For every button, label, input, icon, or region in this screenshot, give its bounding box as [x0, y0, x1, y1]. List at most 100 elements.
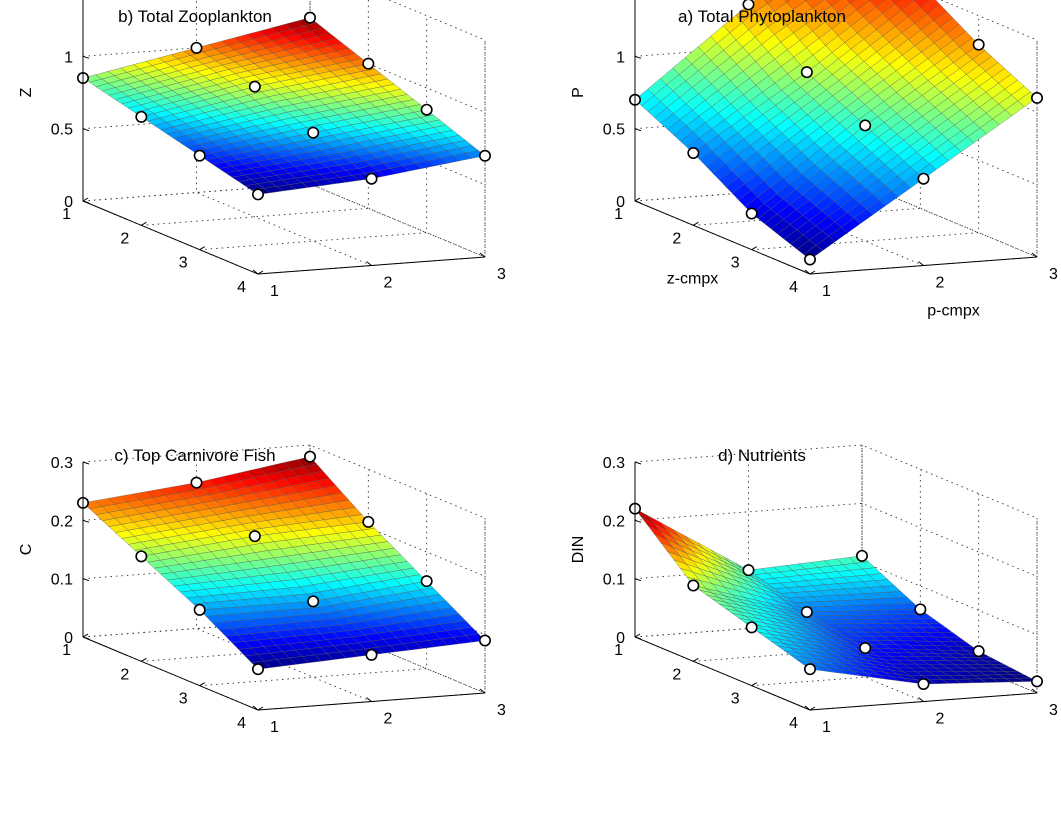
- z-tick: [82, 128, 90, 132]
- data-point: [1031, 675, 1044, 688]
- x-tick-label: 2: [120, 230, 129, 247]
- z-tick-label: 0.3: [603, 455, 625, 472]
- x-tick: [199, 682, 205, 687]
- data-point: [248, 530, 261, 543]
- x-tick-label: 2: [120, 666, 129, 683]
- surface-d: [634, 508, 1038, 685]
- y-tick: [252, 269, 259, 275]
- markers-c: [77, 450, 491, 676]
- z-tick-label: 0.2: [51, 513, 73, 530]
- x-tick-label: 4: [237, 279, 246, 296]
- x-tick: [751, 246, 757, 251]
- z-tick-label: 0.1: [603, 572, 625, 589]
- y-tick-label: 2: [384, 275, 393, 292]
- x-tick-label: 1: [614, 642, 623, 659]
- y-tick-label: 3: [1049, 266, 1058, 283]
- x-tick: [257, 706, 264, 711]
- x-axis-label: z-cmpx: [667, 271, 719, 288]
- y-tick: [918, 261, 924, 266]
- z-axis-label: DIN: [570, 536, 587, 564]
- surface-cell: [805, 0, 824, 9]
- z-tick-label: 1: [616, 49, 625, 66]
- x-tick: [809, 706, 816, 711]
- x-tick-label: 1: [62, 642, 71, 659]
- surface-cell: [913, 0, 931, 8]
- markers-d: [628, 502, 1044, 690]
- x-tick-label: 2: [672, 666, 681, 683]
- x-tick-label: 4: [789, 279, 798, 296]
- surface-b: [82, 17, 486, 195]
- z-tick: [634, 55, 642, 59]
- data-point: [190, 41, 203, 54]
- x-tick-label: 3: [731, 255, 740, 272]
- x-tick: [82, 633, 89, 638]
- data-point: [745, 621, 758, 634]
- data-point: [307, 126, 320, 139]
- x-tick-label: 1: [614, 206, 623, 223]
- data-point: [742, 0, 755, 11]
- y-tick: [366, 697, 372, 702]
- x-tick: [751, 682, 757, 687]
- data-point: [914, 603, 927, 616]
- x-tick-label: 1: [62, 206, 71, 223]
- data-point: [917, 172, 930, 185]
- y-tick: [479, 252, 486, 258]
- z-tick-label: 0: [616, 194, 625, 211]
- chart-title: a) Total Phytoplankton: [678, 7, 846, 26]
- y-tick-label: 2: [936, 711, 945, 728]
- axes-a: 00.511.51234123: [603, 0, 1058, 300]
- x-tick: [634, 633, 641, 638]
- data-point: [803, 663, 816, 676]
- data-point: [135, 110, 148, 123]
- z-tick-label: 0.2: [603, 513, 625, 530]
- data-point: [252, 188, 265, 201]
- z-tick: [82, 55, 90, 59]
- data-point: [803, 253, 816, 266]
- y-tick: [1031, 688, 1038, 694]
- y-tick-label: 3: [1049, 702, 1058, 719]
- z-tick: [634, 578, 642, 582]
- surface-a: [634, 0, 1038, 260]
- axes-c: 0 0.1 0.2 0.3 1 2 3 4 1 2 3: [51, 455, 506, 736]
- z-tick-label: 0.5: [603, 122, 625, 139]
- x-tick: [82, 197, 89, 202]
- data-point: [859, 119, 872, 132]
- z-tick-label: 0: [64, 630, 73, 647]
- x-tick: [809, 270, 816, 275]
- data-point: [855, 549, 868, 562]
- y-tick: [366, 261, 372, 266]
- data-point: [745, 207, 758, 220]
- y-tick-label: 1: [822, 719, 831, 736]
- z-tick: [634, 461, 642, 465]
- surface-c: [82, 456, 486, 670]
- data-point: [687, 579, 700, 592]
- chart-title: b) Total Zooplankton: [118, 7, 272, 26]
- y-tick: [918, 697, 924, 702]
- surface-cell: [825, 0, 840, 7]
- x-tick: [693, 657, 699, 662]
- surface-cell: [846, 0, 856, 4]
- panel-a: 00.511.51234123a) Total PhytoplanktonPz-…: [570, 0, 1058, 320]
- y-tick-label: 3: [497, 702, 506, 719]
- data-point: [687, 147, 700, 160]
- y-tick-label: 1: [822, 283, 831, 300]
- panel-c: 0 0.1 0.2 0.3 1 2 3 4 1 2 3 c) Top Carnivore Fish C: [18, 444, 506, 736]
- x-tick-label: 4: [237, 715, 246, 732]
- data-point: [972, 38, 985, 51]
- x-axis-line: [634, 636, 811, 711]
- data-point: [135, 550, 148, 563]
- x-tick: [634, 197, 641, 202]
- x-tick-label: 4: [789, 715, 798, 732]
- x-tick: [141, 657, 147, 662]
- surface-cell: [890, 0, 901, 4]
- data-point: [742, 564, 755, 577]
- surface-cell: [764, 0, 774, 4]
- x-tick: [257, 270, 264, 275]
- y-tick: [1031, 252, 1038, 258]
- y-tick: [804, 705, 811, 711]
- z-tick-label: 0.3: [51, 455, 73, 472]
- y-tick-label: 3: [497, 266, 506, 283]
- chart-title: c) Top Carnivore Fish: [114, 446, 275, 465]
- data-point: [193, 603, 206, 616]
